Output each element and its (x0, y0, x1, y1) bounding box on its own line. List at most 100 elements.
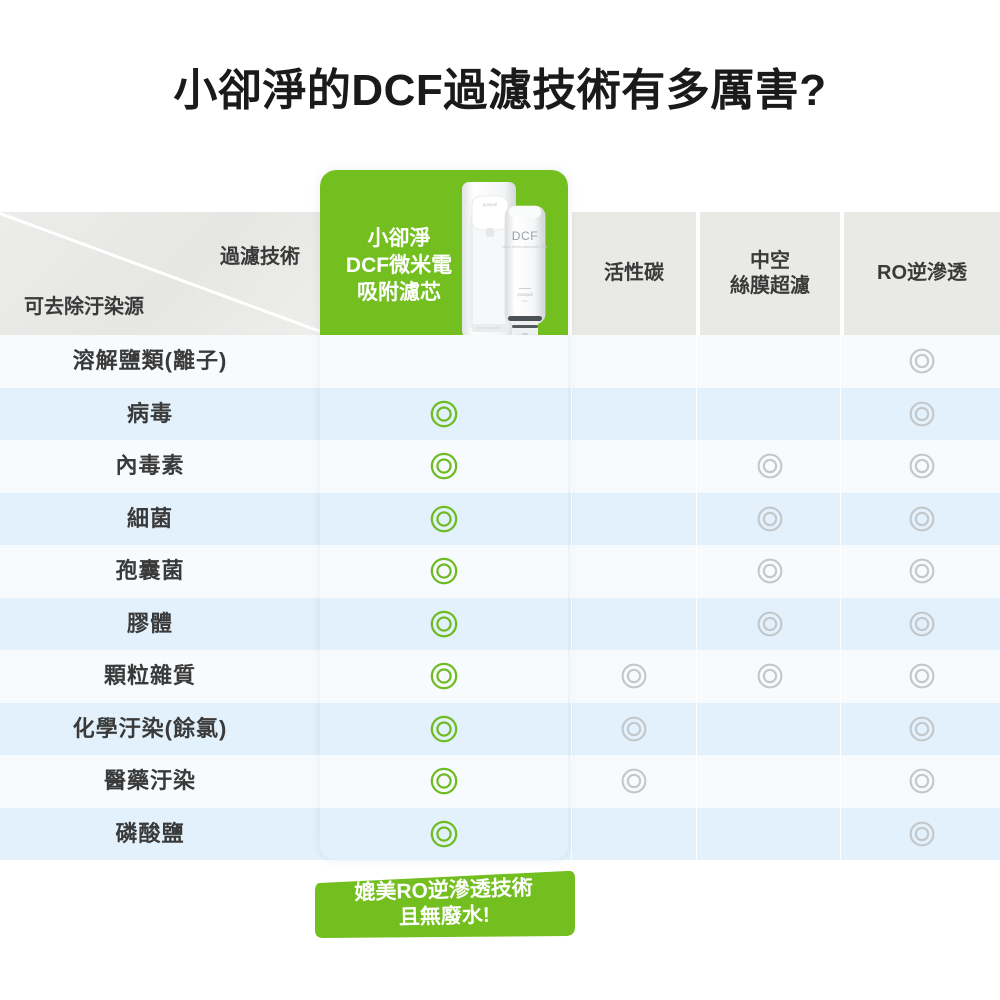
dcf-highlight-column: 小卻淨 DCF微米電 吸附濾芯 (320, 170, 568, 860)
cell-dcf (320, 492, 568, 545)
bottom-badge-line1: 媲美RO逆滲透技術 (354, 876, 534, 905)
bottom-badge: 媲美RO逆滲透技術 且無廢水! (313, 869, 575, 939)
cell-carbon (572, 493, 696, 546)
bottom-badge-line2: 且無廢水! (398, 903, 491, 930)
check-circle-icon (909, 401, 935, 427)
cell-uf (700, 388, 840, 441)
check-circle-icon (909, 768, 935, 794)
check-circle-icon (430, 820, 458, 848)
column-separator-3 (840, 335, 841, 860)
check-circle-icon (430, 557, 458, 585)
check-circle-icon (909, 506, 935, 532)
check-circle-icon (757, 506, 783, 532)
row-label: 病毒 (126, 400, 173, 426)
cell-ro (844, 493, 1000, 546)
cell-dcf (320, 597, 568, 650)
check-circle-icon (621, 716, 647, 742)
row-label: 化學汙染(餘氯) (72, 715, 228, 741)
svg-text:DCF: DCF (522, 299, 528, 303)
check-circle-icon (621, 768, 647, 794)
column-header-ro: RO逆滲透 (844, 212, 1000, 335)
cell-dcf (320, 807, 568, 860)
column-separator-1 (571, 335, 572, 860)
cell-dcf (320, 702, 568, 755)
cell-carbon (572, 440, 696, 493)
row-label: 醫藥汙染 (103, 768, 196, 793)
cell-carbon (572, 808, 696, 861)
check-circle-icon (909, 716, 935, 742)
row-label: 膠體 (126, 610, 173, 636)
row-label: 磷酸鹽 (115, 820, 185, 846)
column-separator-2 (696, 335, 697, 860)
svg-text:▬▬▬▬: ▬▬▬▬ (519, 286, 531, 290)
column-header-uf: 中空 絲膜超濾 (700, 212, 840, 335)
svg-text:Micro Electro-adsorption Filte: Micro Electro-adsorption Filter (502, 245, 548, 249)
cell-ro (844, 808, 1000, 861)
cell-uf (700, 493, 840, 546)
check-circle-icon (430, 610, 458, 638)
cell-dcf (320, 335, 568, 388)
cell-ro (844, 545, 1000, 598)
product-image-dcf-filter: purepal DCF Micro Electro-adsorption Fil… (462, 182, 548, 335)
cell-dcf (320, 545, 568, 598)
cell-uf (700, 598, 840, 651)
cell-dcf (320, 440, 568, 493)
dcf-column-header: 小卻淨 DCF微米電 吸附濾芯 (320, 170, 568, 335)
check-circle-icon (621, 663, 647, 689)
cell-carbon (572, 755, 696, 808)
check-circle-icon (909, 348, 935, 374)
corner-top-label: 過濾技術 (220, 246, 300, 268)
bottom-badge-label: 媲美RO逆滲透技術 且無廢水! (312, 865, 576, 942)
dcf-header-line1: 小卻淨 (367, 227, 431, 250)
corner-header-cell: 過濾技術 可去除汙染源 (0, 212, 320, 335)
cell-ro (844, 755, 1000, 808)
check-circle-icon (909, 821, 935, 847)
dcf-column-markers (320, 335, 568, 860)
row-label: 內毒素 (115, 453, 185, 478)
comparison-table: 過濾技術 可去除汙染源 活性碳 中空 絲膜超濾 RO逆滲透 溶解鹽類(離子) 病毒… (0, 170, 1000, 861)
check-circle-icon (430, 505, 458, 533)
cell-ro (844, 598, 1000, 651)
check-circle-icon (909, 663, 935, 689)
cell-carbon (572, 545, 696, 598)
cell-carbon (572, 650, 696, 703)
cell-ro (844, 703, 1000, 756)
column-header-ro-label: RO逆滲透 (877, 262, 967, 284)
column-header-carbon-label: 活性碳 (604, 262, 664, 284)
check-circle-icon (757, 663, 783, 689)
dcf-header-line3: 吸附濾芯 (357, 280, 441, 304)
cell-uf (700, 440, 840, 493)
cell-uf (700, 545, 840, 598)
dcf-header-line2: DCF微米電 (345, 253, 453, 277)
check-circle-icon (430, 715, 458, 743)
cell-uf (700, 650, 840, 703)
cell-uf (700, 335, 840, 388)
cell-uf (700, 755, 840, 808)
bottom-badge-shape (315, 870, 575, 938)
check-circle-icon (909, 558, 935, 584)
column-header-uf-label-line2: 絲膜超濾 (730, 274, 810, 297)
cell-ro (844, 388, 1000, 441)
row-label: 溶解鹽類(離子) (72, 348, 228, 373)
cell-dcf (320, 755, 568, 808)
check-circle-icon (430, 662, 458, 690)
row-label: 顆粒雜質 (103, 663, 196, 688)
cell-carbon (572, 598, 696, 651)
check-circle-icon (909, 611, 935, 637)
cell-uf (700, 703, 840, 756)
cell-ro (844, 335, 1000, 388)
cell-dcf (320, 650, 568, 703)
cell-ro (844, 440, 1000, 493)
column-header-uf-label-line1: 中空 (750, 249, 790, 272)
corner-bottom-label: 可去除汙染源 (24, 296, 144, 318)
svg-text:purepal: purepal (483, 202, 497, 207)
dcf-column-header-label: 小卻淨 DCF微米電 吸附濾芯 (334, 226, 464, 307)
row-label: 細菌 (126, 505, 173, 531)
check-circle-icon (757, 453, 783, 479)
check-circle-icon (909, 453, 935, 479)
cell-uf (700, 808, 840, 861)
check-circle-icon (757, 558, 783, 584)
check-circle-icon (430, 400, 458, 428)
cell-carbon (572, 703, 696, 756)
cell-carbon (572, 388, 696, 441)
